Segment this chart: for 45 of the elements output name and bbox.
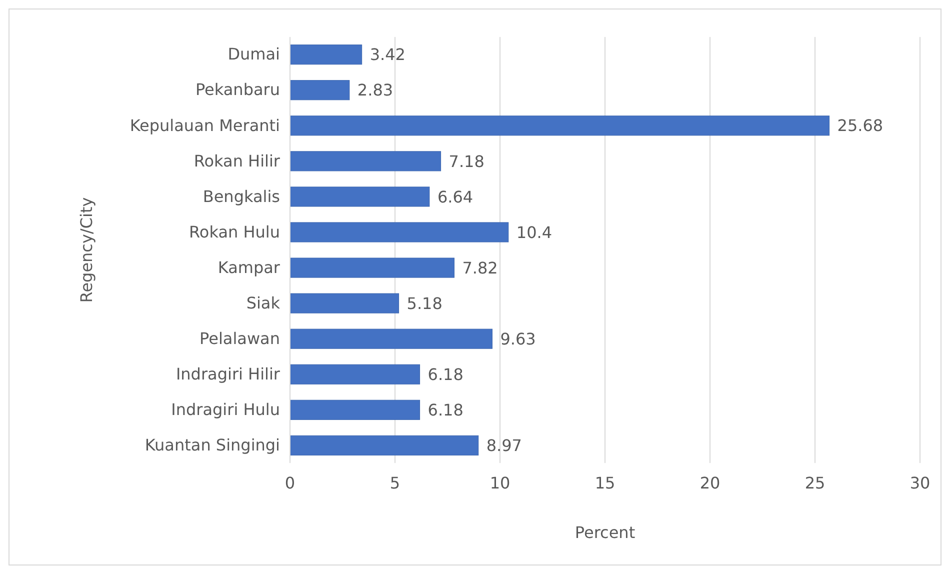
y-tick-label: Kepulauan Meranti <box>130 116 280 135</box>
x-tick-label: 5 <box>390 473 400 492</box>
y-tick-label: Rokan Hulu <box>189 222 280 242</box>
data-label: 7.82 <box>462 258 498 278</box>
bar <box>290 258 454 278</box>
bar <box>290 222 509 242</box>
data-label: 6.18 <box>428 400 464 420</box>
y-tick-label: Pekanbaru <box>195 80 280 100</box>
data-label: 8.97 <box>486 436 522 456</box>
y-tick-label: Indragiri Hulu <box>171 400 280 420</box>
bar <box>290 44 362 65</box>
bar <box>290 400 420 420</box>
y-tick-label: Pelalawan <box>200 328 280 348</box>
bar <box>290 293 400 314</box>
y-tick-label: Kampar <box>218 258 280 277</box>
y-tick-label: Siak <box>246 293 281 312</box>
bar <box>290 186 430 207</box>
data-label: 5.18 <box>406 294 442 313</box>
data-label: 6.18 <box>428 364 464 384</box>
bar <box>290 151 442 172</box>
y-tick-label: Rokan Hilir <box>194 151 280 170</box>
x-tick-label: 25 <box>804 473 826 492</box>
x-tick-label: 30 <box>910 473 930 492</box>
bar <box>290 80 350 100</box>
y-tick-label: Kuantan Singingi <box>144 436 280 455</box>
data-label: 6.64 <box>437 187 474 206</box>
bar <box>290 328 492 349</box>
data-label: 3.42 <box>370 45 406 64</box>
data-label: 9.63 <box>500 329 536 348</box>
y-tick-label: Bengkalis <box>202 186 280 206</box>
x-axis-title: Percent <box>574 523 636 542</box>
y-tick-label: Dumai <box>228 44 280 64</box>
y-tick-label: Indragiri Hilir <box>176 364 280 384</box>
x-tick-label: 10 <box>490 473 510 492</box>
bar <box>290 364 420 384</box>
data-label: 7.18 <box>448 152 484 171</box>
x-tick-label: 15 <box>594 473 616 492</box>
bar <box>290 435 479 456</box>
data-label: 25.68 <box>837 116 884 136</box>
data-label: 10.4 <box>516 222 552 242</box>
bar <box>290 116 830 136</box>
data-label: 2.83 <box>357 80 394 100</box>
y-axis-title: Regency/City <box>77 197 96 303</box>
x-tick-label: 20 <box>700 473 720 492</box>
x-tick-label: 0 <box>284 473 296 492</box>
